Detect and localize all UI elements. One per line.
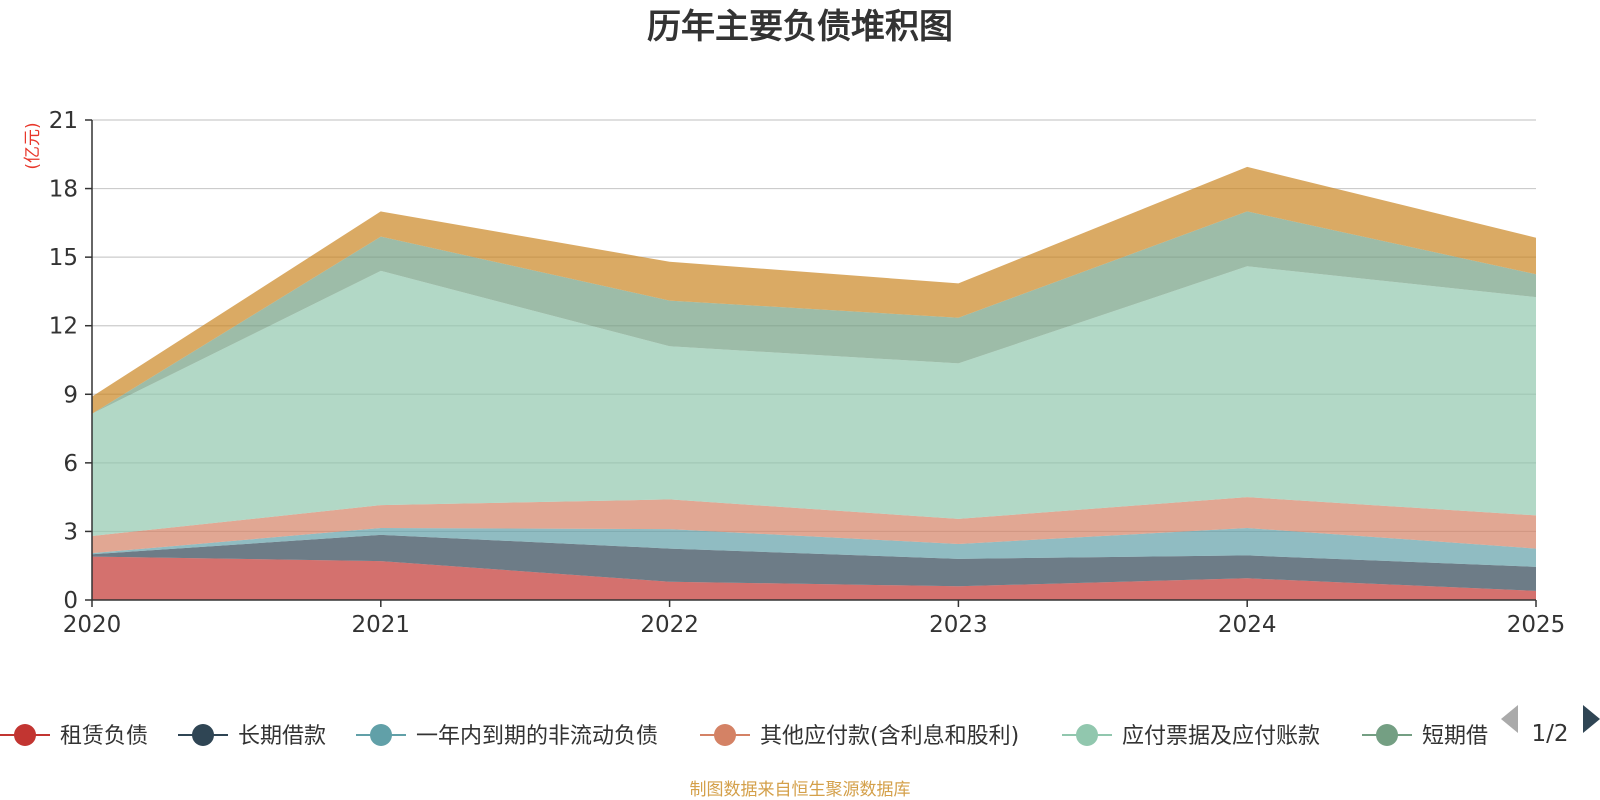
legend-item-5[interactable]: 短期借 <box>1362 724 1488 749</box>
legend-page-indicator: 1/2 <box>1531 721 1568 747</box>
legend-circle-icon <box>192 724 214 746</box>
area-series-1[interactable] <box>92 534 1536 591</box>
legend-item-3[interactable]: 其他应付款(含利息和股利) <box>700 724 1019 749</box>
legend-label: 应付票据及应付账款 <box>1122 724 1320 749</box>
y-tick-label: 3 <box>63 519 78 545</box>
area-series-5[interactable] <box>92 211 1536 414</box>
y-axis-ticks: 0 3 6 9 12 15 18 21 <box>49 108 92 614</box>
y-tick-label: 12 <box>49 314 78 340</box>
area-series-6[interactable] <box>92 166 1536 414</box>
legend-label: 长期借款 <box>238 724 326 749</box>
legend-label: 其他应付款(含利息和股利) <box>760 724 1019 749</box>
y-tick-label: 9 <box>63 382 78 408</box>
y-tick-label: 21 <box>49 108 78 134</box>
legend-item-1[interactable]: 长期借款 <box>178 724 326 749</box>
y-tick-label: 15 <box>49 245 78 271</box>
area-series <box>92 166 1536 600</box>
legend-label: 租赁负债 <box>60 724 148 749</box>
area-series-3[interactable] <box>92 497 1536 554</box>
x-axis-ticks: 2020 2021 2022 2023 2024 2025 <box>63 600 1566 638</box>
legend-circle-icon <box>14 724 36 746</box>
legend: 租赁负债 长期借款 一年内到期的非流动负债 其他应付款(含利息和股利) 应付票据及应付账… <box>0 724 1488 749</box>
data-source-note: 制图数据来自恒生聚源数据库 <box>690 780 911 800</box>
legend-item-0[interactable]: 租赁负债 <box>0 724 148 749</box>
x-tick-label: 2025 <box>1507 612 1566 638</box>
area-series-4[interactable] <box>92 266 1536 536</box>
y-tick-label: 0 <box>63 588 78 614</box>
x-tick-label: 2023 <box>929 612 988 638</box>
area-series-0[interactable] <box>92 556 1536 600</box>
legend-label: 短期借 <box>1422 724 1488 749</box>
y-tick-label: 18 <box>49 177 78 203</box>
legend-pager: 1/2 <box>1501 705 1600 747</box>
legend-circle-icon <box>714 724 736 746</box>
legend-label: 一年内到期的非流动负债 <box>416 724 658 749</box>
legend-circle-icon <box>1376 724 1398 746</box>
y-tick-label: 6 <box>63 451 78 477</box>
chart-title: 历年主要负债堆积图 <box>647 7 953 47</box>
legend-circle-icon <box>1076 724 1098 746</box>
x-tick-label: 2021 <box>352 612 411 638</box>
x-tick-label: 2022 <box>640 612 699 638</box>
legend-item-2[interactable]: 一年内到期的非流动负债 <box>356 724 658 749</box>
axes <box>91 120 1536 601</box>
area-series-2[interactable] <box>92 528 1536 567</box>
legend-item-4[interactable]: 应付票据及应付账款 <box>1062 724 1320 749</box>
y-axis-unit-label: (亿元) <box>23 122 43 169</box>
legend-prev-page-icon[interactable] <box>1501 705 1518 733</box>
x-tick-label: 2024 <box>1218 612 1277 638</box>
legend-next-page-icon[interactable] <box>1583 705 1600 733</box>
legend-circle-icon <box>370 724 392 746</box>
x-tick-label: 2020 <box>63 612 122 638</box>
